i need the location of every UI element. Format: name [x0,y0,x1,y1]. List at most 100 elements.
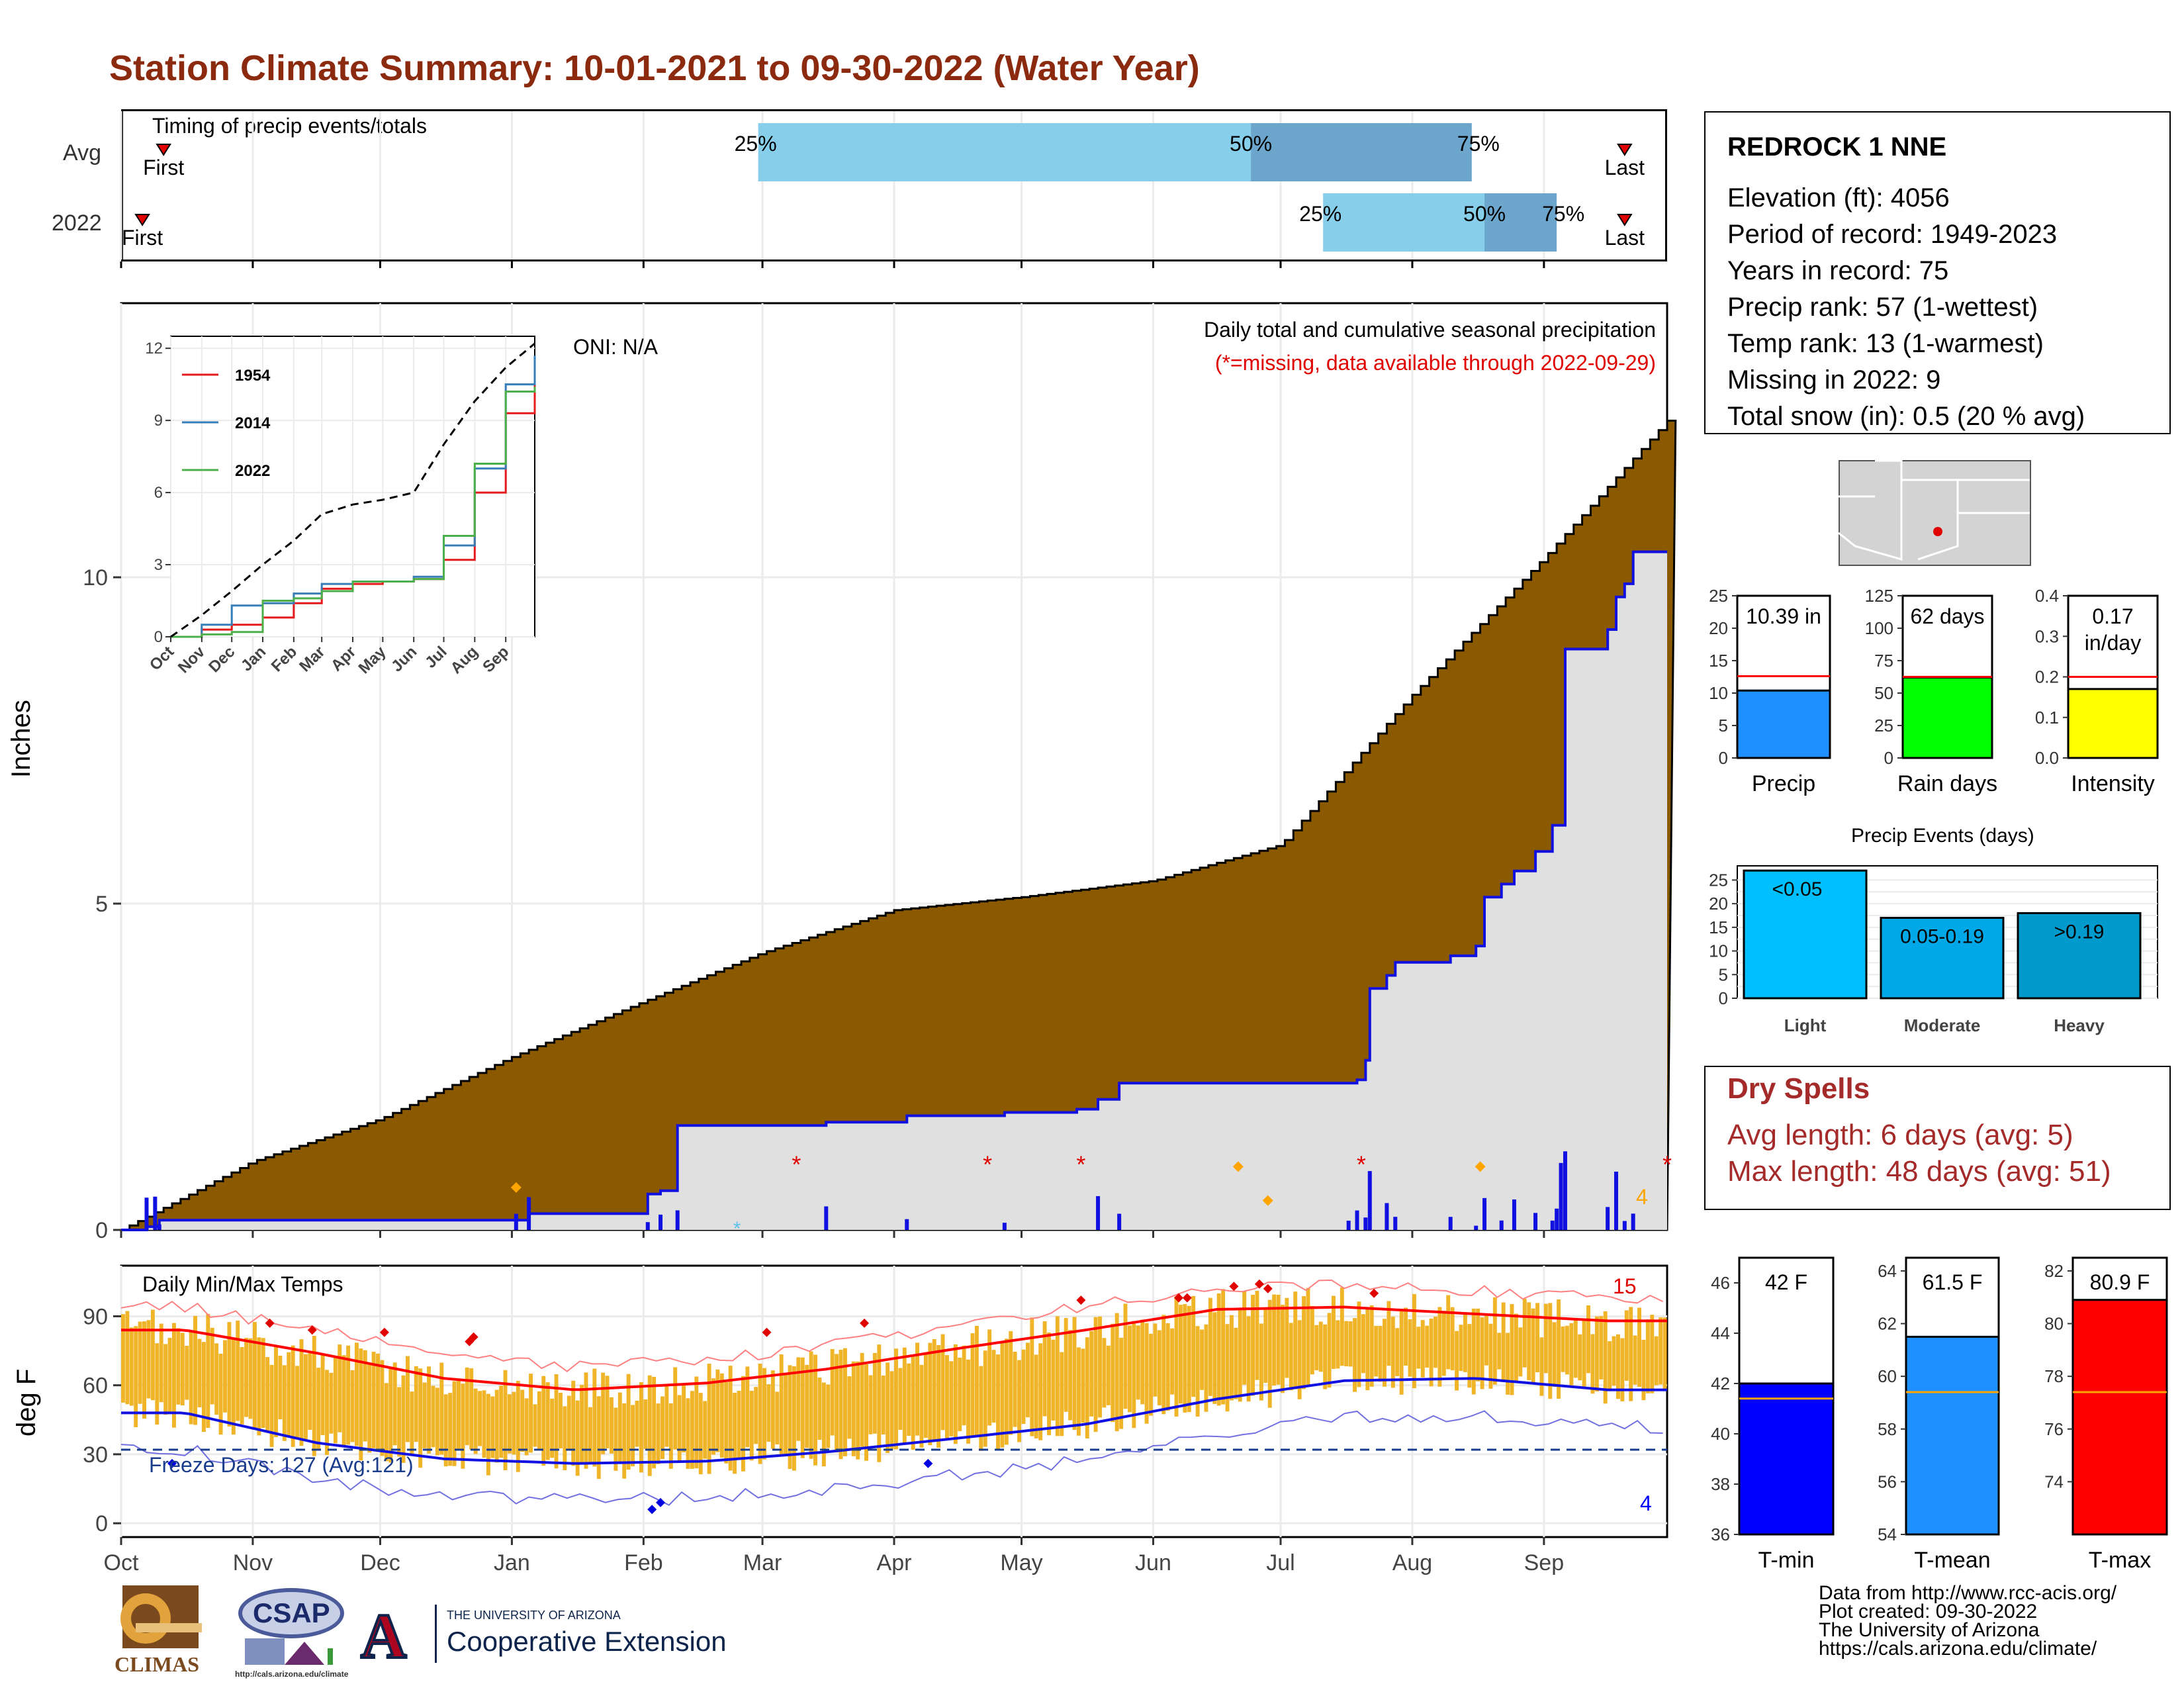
daily-temp-bar [1463,1312,1467,1372]
daily-temp-bar [554,1374,559,1469]
observed-cumulative-area [121,551,1667,1230]
daily-temp-bar [1004,1338,1009,1445]
inset-chart: 036912195420142022OctNovDecJanFebMarAprM… [145,336,536,677]
missing-day-marker: * [792,1150,801,1178]
page-title: Station Climate Summary: 10-01-2021 to 0… [109,48,1200,88]
daily-temp-bar [1578,1334,1582,1381]
timing-p25-label: 25% [1299,202,1342,226]
record-high-marker [265,1318,275,1328]
daily-temp-bar [550,1398,555,1458]
daily-temp-bar [1348,1321,1353,1367]
daily-temp-bar [792,1366,796,1471]
record-high-marker [860,1318,870,1328]
gauge-name-label: Precip [1752,771,1815,796]
events-y-tick-label: 5 [1719,964,1728,984]
daily-temp-bar [1659,1317,1663,1385]
month-x-tick-label: Jun [1135,1550,1171,1575]
daily-temp-bar [456,1378,461,1449]
daily-temp-bar [1459,1325,1463,1372]
daily-temp-bar [1340,1287,1344,1366]
temp-gauge-bar-t-mean [1905,1335,2000,1536]
daily-temp-bar [1629,1307,1633,1401]
daily-temp-bar [1615,1334,1620,1399]
record-high-marker [1182,1293,1192,1303]
temp-gauge-tick-label: 42 [1711,1374,1730,1393]
dry-spells-title: Dry Spells [1727,1072,1870,1105]
events-y-tick-label: 0 [1719,988,1728,1008]
daily-temp-bar [749,1390,754,1461]
daily-precip-bar [824,1206,829,1230]
daily-temp-bar [1204,1324,1208,1412]
daily-precip-bar [675,1210,680,1230]
daily-temp-bar [1165,1323,1170,1411]
ua-logo: A THE UNIVERSITY OF ARIZONA Cooperative … [359,1599,758,1673]
daily-temp-bar [529,1374,533,1453]
daily-temp-bar [1390,1316,1395,1388]
record-high-marker [1369,1288,1379,1298]
record-day-marker [1232,1161,1244,1172]
daily-temp-bar [1208,1297,1212,1396]
timing-bar-light-Avg [758,123,1251,181]
daily-temp-bar [809,1351,813,1459]
daily-temp-bar [907,1363,911,1436]
station-info-box [1704,111,2171,434]
daily-precip-bar [1346,1221,1351,1230]
record-low-marker [656,1497,666,1507]
missing-day-marker: * [1662,1150,1672,1178]
temp-gauge-tick-label: 82 [2044,1261,2064,1281]
daily-temp-bar [341,1355,346,1447]
timing-p75-label: 75% [1457,132,1500,156]
daily-temp-bar [1144,1323,1149,1424]
station-marker [1933,527,1942,536]
inset-y-tick-label: 12 [145,340,163,357]
daily-temp-bar [197,1338,202,1407]
climas-emblem-icon [120,1585,202,1648]
gauge-name-label: Intensity [2071,771,2155,796]
gauge-tick-label: 25 [1709,586,1728,606]
daily-temp-bar [962,1345,966,1426]
temps-panel-label: Daily Min/Max Temps [142,1272,343,1296]
month-x-tick-label: Jan [494,1550,530,1575]
gauge-bar-0 [1736,689,1831,759]
record-day-marker [1475,1161,1486,1172]
daily-temp-bar [592,1368,597,1467]
month-x-tick-label: Nov [233,1550,273,1575]
daily-temp-bar [1178,1305,1183,1404]
temps-max-count: 15 [1613,1274,1637,1298]
daily-temp-bar [770,1370,775,1449]
inset-y-tick-label: 3 [154,556,163,574]
timing-last-label: Last [1605,226,1645,250]
inset-legend-label: 1954 [235,367,271,385]
daily-temp-bar [1051,1339,1056,1421]
daily-temp-bar [1000,1342,1005,1448]
inset-y-tick-label: 9 [154,412,163,430]
daily-temp-bar [206,1313,210,1428]
daily-temp-bar [945,1355,949,1440]
daily-temp-bar [610,1397,614,1454]
locator-map [1839,460,2031,566]
daily-temp-bar [1471,1308,1476,1395]
daily-temp-bar [1535,1303,1539,1373]
daily-temp-bar [1353,1318,1357,1392]
footer-plot-created: Plot created: 09-30-2022 [1819,1601,2038,1622]
daily-temp-bar [367,1362,372,1453]
daily-temp-bar [193,1315,198,1425]
snow-day-marker: * [733,1218,741,1240]
daily-temp-bar [1098,1316,1102,1418]
record-high-line [120,1279,1664,1372]
daily-temp-bar [346,1345,351,1445]
daily-temp-bar [231,1338,236,1435]
daily-temp-bar [1492,1297,1497,1385]
daily-precip-bar [144,1197,149,1230]
daily-temp-bar [418,1368,423,1468]
gauge-tick-label: 0.1 [2035,708,2059,727]
daily-temp-bar [889,1371,894,1450]
daily-temp-bar [490,1396,495,1458]
daily-temp-bar [1140,1319,1145,1405]
daily-temp-bar [1480,1317,1484,1389]
daily-temp-bar [1455,1331,1459,1391]
daily-temp-bar [817,1377,822,1440]
missing-day-marker: * [1357,1150,1366,1178]
daily-temp-bar [1021,1349,1026,1425]
ua-block-a-icon: A [359,1599,408,1673]
